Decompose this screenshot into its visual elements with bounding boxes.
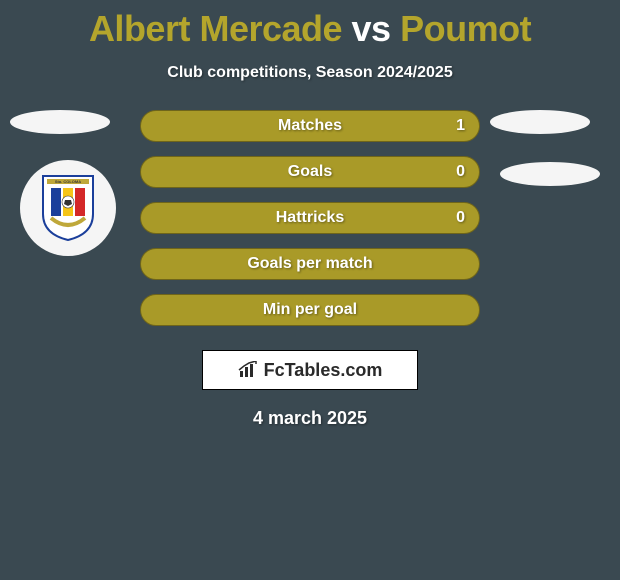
brand-label: FcTables.com	[264, 360, 383, 381]
club-badge: Sta. COLOMA	[20, 160, 116, 256]
left-oval-1	[10, 110, 110, 134]
bar-label: Matches	[278, 117, 342, 135]
bar-value: 0	[456, 209, 465, 227]
chart-icon	[238, 361, 260, 379]
right-oval-2	[500, 162, 600, 186]
shield-icon: Sta. COLOMA	[41, 174, 95, 242]
date-text: 4 march 2025	[0, 408, 620, 429]
bar-min-per-goal: Min per goal	[140, 294, 480, 326]
title-player1: Albert Mercade	[89, 8, 342, 49]
bar-value: 1	[456, 117, 465, 135]
right-oval-1	[490, 110, 590, 134]
bar-label: Goals per match	[247, 255, 372, 273]
bar-value: 0	[456, 163, 465, 181]
brand-text: FcTables.com	[238, 360, 383, 381]
badge-label: Sta. COLOMA	[55, 179, 81, 184]
stat-bars: Matches 1 Goals 0 Hattricks 0 Goals per …	[140, 110, 480, 340]
subtitle: Club competitions, Season 2024/2025	[0, 64, 620, 82]
title-vs: vs	[342, 8, 400, 49]
page-title: Albert Mercade vs Poumot	[0, 0, 620, 50]
title-player2: Poumot	[400, 8, 531, 49]
bar-matches: Matches 1	[140, 110, 480, 142]
bar-hattricks: Hattricks 0	[140, 202, 480, 234]
bar-label: Hattricks	[276, 209, 344, 227]
bar-goals: Goals 0	[140, 156, 480, 188]
bar-label: Goals	[288, 163, 332, 181]
brand-box[interactable]: FcTables.com	[202, 350, 418, 390]
bar-goals-per-match: Goals per match	[140, 248, 480, 280]
bar-label: Min per goal	[263, 301, 357, 319]
